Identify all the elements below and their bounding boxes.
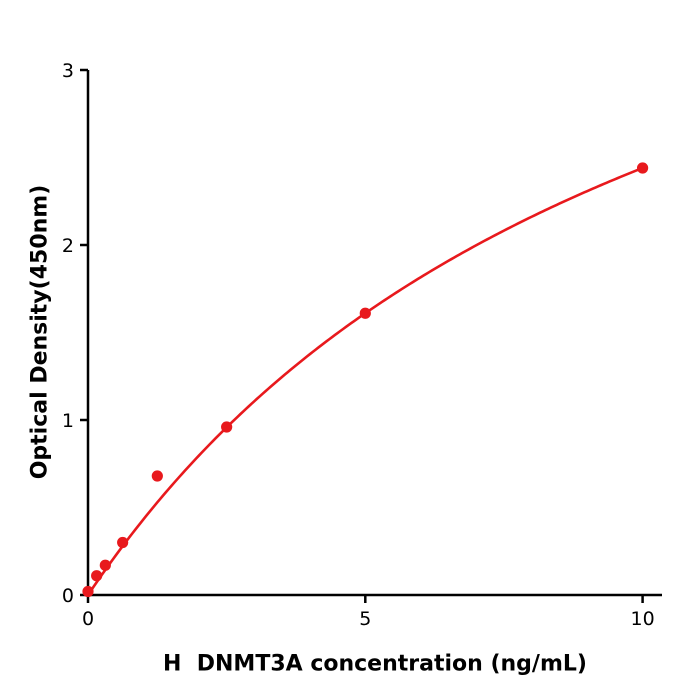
data-point	[91, 570, 103, 582]
data-point	[117, 536, 129, 549]
x-axis-label: H DNMT3A concentration (ng/mL)	[163, 651, 587, 677]
x-tick-label: 10	[630, 608, 654, 630]
data-point	[221, 421, 233, 433]
y-tick-label: 1	[62, 410, 74, 432]
data-point	[151, 470, 163, 482]
y-tick-label: 0	[62, 585, 74, 607]
y-tick-label: 2	[62, 235, 74, 257]
data-point	[636, 162, 649, 174]
fit-curve	[86, 166, 644, 597]
x-tick-label: 0	[82, 608, 94, 630]
x-tick-label: 5	[359, 608, 371, 630]
data-point	[99, 559, 111, 571]
data-point	[359, 307, 371, 319]
y-tick-label: 3	[62, 60, 74, 82]
y-axis-label: Optical Density(450nm)	[27, 184, 53, 480]
data-point	[82, 585, 94, 598]
